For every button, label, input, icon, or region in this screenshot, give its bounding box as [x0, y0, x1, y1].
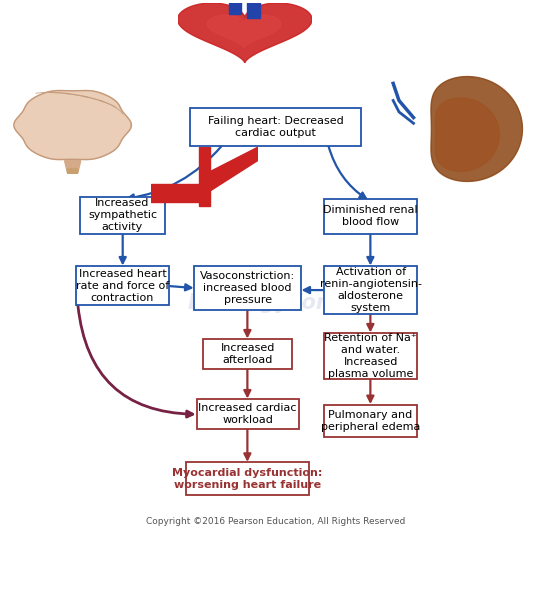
Polygon shape	[178, 3, 312, 63]
Polygon shape	[431, 77, 522, 181]
Text: Myocardial dysfunction:
worsening heart failure: Myocardial dysfunction: worsening heart …	[172, 467, 323, 490]
FancyBboxPatch shape	[324, 333, 417, 379]
Text: Copyright ©2016 Pearson Education, All Rights Reserved: Copyright ©2016 Pearson Education, All R…	[146, 517, 406, 526]
FancyBboxPatch shape	[324, 266, 417, 314]
Polygon shape	[65, 161, 81, 172]
Polygon shape	[247, 0, 260, 18]
FancyBboxPatch shape	[203, 339, 293, 369]
FancyBboxPatch shape	[196, 399, 299, 429]
Polygon shape	[199, 147, 210, 206]
Text: Diminished renal
blood flow: Diminished renal blood flow	[323, 205, 418, 227]
Text: Increased heart
rate and force of
contraction: Increased heart rate and force of contra…	[76, 269, 169, 302]
FancyBboxPatch shape	[324, 404, 417, 437]
Text: BioologyForum: BioologyForum	[188, 293, 364, 313]
FancyBboxPatch shape	[190, 108, 361, 146]
Polygon shape	[14, 91, 131, 160]
FancyBboxPatch shape	[80, 197, 165, 233]
Text: Pulmonary and
peripheral edema: Pulmonary and peripheral edema	[321, 410, 420, 432]
FancyBboxPatch shape	[75, 266, 169, 305]
Polygon shape	[67, 169, 78, 182]
Text: Retention of Na⁺
and water.
Increased
plasma volume: Retention of Na⁺ and water. Increased pl…	[324, 333, 417, 379]
Text: Activation of
renin-angiotensin-
aldosterone
system: Activation of renin-angiotensin- aldoste…	[320, 267, 422, 313]
Text: Vasoconstriction:
increased blood
pressure: Vasoconstriction: increased blood pressu…	[200, 271, 295, 305]
Polygon shape	[229, 0, 241, 14]
FancyBboxPatch shape	[324, 199, 417, 233]
Polygon shape	[207, 147, 258, 193]
Text: Increased
afterload: Increased afterload	[221, 343, 275, 365]
FancyBboxPatch shape	[194, 266, 301, 310]
Text: Increased
sympathetic
activity: Increased sympathetic activity	[88, 198, 157, 232]
Polygon shape	[207, 15, 281, 48]
Text: Increased cardiac
workload: Increased cardiac workload	[199, 403, 297, 425]
Polygon shape	[435, 98, 499, 172]
Polygon shape	[151, 184, 202, 202]
Text: Failing heart: Decreased
cardiac output: Failing heart: Decreased cardiac output	[208, 116, 344, 138]
FancyBboxPatch shape	[186, 463, 309, 495]
